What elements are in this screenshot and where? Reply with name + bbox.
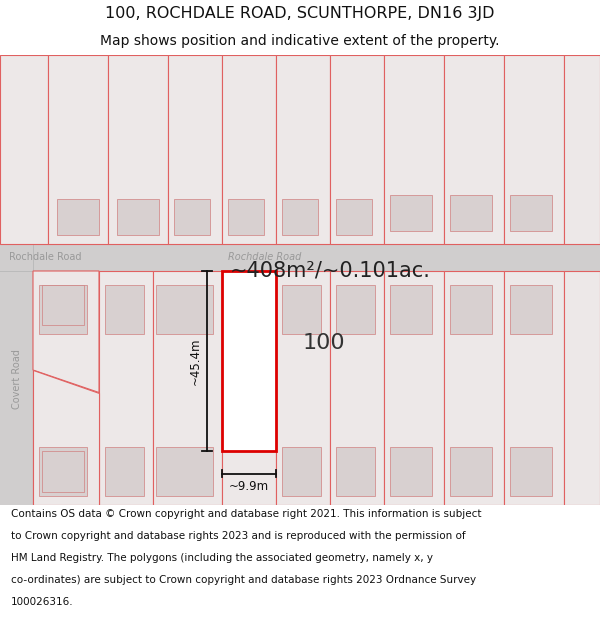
Text: 100026316.: 100026316. (11, 598, 73, 608)
Text: Contains OS data © Crown copyright and database right 2021. This information is : Contains OS data © Crown copyright and d… (11, 509, 481, 519)
Bar (0, 271, 33, 505)
Bar (390, 284, 432, 334)
Bar (42, 451, 84, 491)
Bar (0, 244, 600, 271)
Bar (390, 194, 432, 231)
Bar (99, 271, 153, 505)
Bar (57, 199, 99, 235)
Bar (222, 271, 276, 451)
Bar (228, 199, 264, 235)
Polygon shape (33, 370, 99, 505)
Text: Rochdale Road: Rochdale Road (228, 253, 301, 262)
Bar (510, 284, 552, 334)
Bar (105, 446, 144, 496)
Bar (153, 271, 222, 505)
Bar (222, 271, 276, 505)
Bar (330, 271, 384, 505)
Bar (39, 284, 87, 334)
Bar (504, 55, 564, 244)
Bar (450, 446, 492, 496)
Text: Rochdale Road: Rochdale Road (9, 253, 82, 262)
Bar (390, 446, 432, 496)
Bar (117, 199, 159, 235)
Bar (282, 284, 321, 334)
Bar (282, 199, 318, 235)
Bar (108, 55, 168, 244)
Bar (156, 284, 213, 334)
Text: 100: 100 (302, 333, 346, 353)
Bar (276, 55, 330, 244)
Bar (564, 271, 600, 505)
Bar (276, 271, 330, 505)
Text: 100, ROCHDALE ROAD, SCUNTHORPE, DN16 3JD: 100, ROCHDALE ROAD, SCUNTHORPE, DN16 3JD (105, 6, 495, 21)
Text: Map shows position and indicative extent of the property.: Map shows position and indicative extent… (100, 34, 500, 48)
Bar (222, 55, 276, 244)
Text: ~408m²/~0.101ac.: ~408m²/~0.101ac. (230, 261, 430, 281)
Bar (105, 284, 144, 334)
Bar (384, 271, 444, 505)
Bar (39, 446, 87, 496)
Polygon shape (33, 271, 99, 392)
Bar (42, 284, 84, 325)
Text: co-ordinates) are subject to Crown copyright and database rights 2023 Ordnance S: co-ordinates) are subject to Crown copyr… (11, 575, 476, 585)
Text: ~45.4m: ~45.4m (188, 338, 202, 385)
Bar (168, 55, 222, 244)
Bar (336, 446, 375, 496)
Bar (336, 284, 375, 334)
Bar (336, 199, 372, 235)
Text: HM Land Registry. The polygons (including the associated geometry, namely x, y: HM Land Registry. The polygons (includin… (11, 553, 433, 563)
Bar (282, 446, 321, 496)
Text: Covert Road: Covert Road (11, 349, 22, 409)
Bar (0, 55, 48, 244)
Bar (504, 271, 564, 505)
Bar (444, 55, 504, 244)
Bar (48, 55, 108, 244)
Bar (450, 284, 492, 334)
Bar (33, 271, 99, 505)
Text: to Crown copyright and database rights 2023 and is reproduced with the permissio: to Crown copyright and database rights 2… (11, 531, 466, 541)
Bar (444, 271, 504, 505)
Bar (174, 199, 210, 235)
Bar (450, 194, 492, 231)
Bar (384, 55, 444, 244)
Bar (510, 194, 552, 231)
Bar (564, 55, 600, 244)
Bar (330, 55, 384, 244)
Bar (156, 446, 213, 496)
Bar (510, 446, 552, 496)
Text: ~9.9m: ~9.9m (229, 481, 269, 494)
